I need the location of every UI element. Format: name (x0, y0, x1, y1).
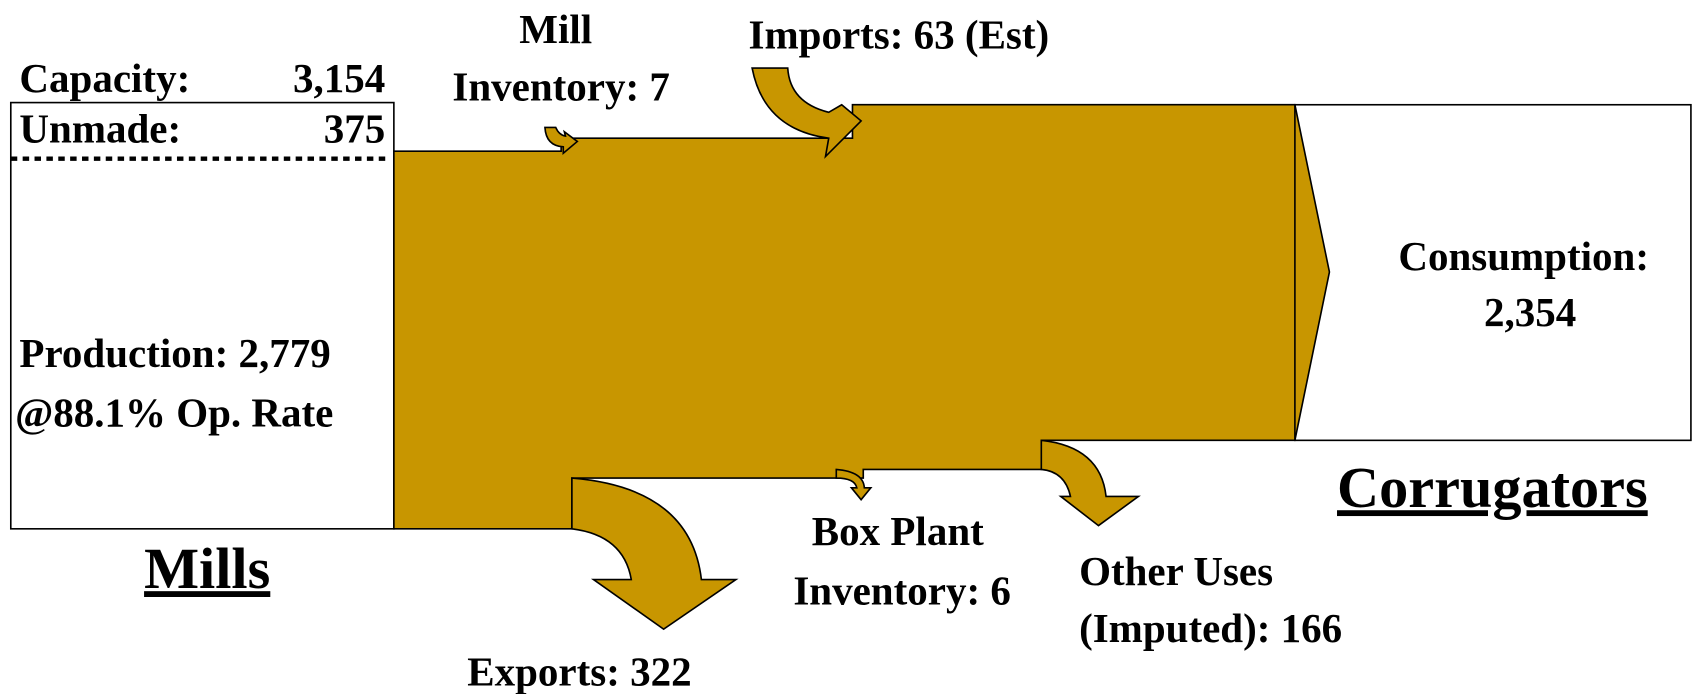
mill-inventory-arrow (544, 126, 579, 156)
capacity-label: Capacity: (19, 55, 190, 101)
box-plant-label: Inventory: 6 (793, 567, 1011, 613)
production-label: Production: 2,779 (19, 330, 330, 376)
exports-arrow (571, 477, 739, 631)
imports-label: Imports: 63 (Est) (749, 12, 1050, 58)
mills-box (9, 101, 395, 530)
op-rate-label: @88.1% Op. Rate (15, 389, 333, 435)
box-plant-arrow (835, 468, 873, 501)
unmade-value: 375 (324, 106, 386, 152)
other-uses-arrow (1040, 439, 1141, 527)
other-uses-label: (Imputed): 166 (1079, 605, 1342, 651)
corrugators-title: Corrugators (1337, 455, 1648, 520)
box-plant-label: Box Plant (812, 508, 984, 554)
consumption-value: 2,354 (1484, 289, 1576, 335)
corrugators-box (1294, 103, 1692, 442)
other-uses-label: Other Uses (1079, 548, 1273, 594)
mill-inventory-label: Mill (519, 6, 592, 52)
capacity-value: 3,154 (293, 55, 385, 101)
mill-inventory-label: Inventory: 7 (452, 63, 670, 109)
main-flow (393, 103, 1331, 530)
exports-label: Exports: 322 (467, 648, 691, 694)
unmade-label: Unmade: (19, 106, 181, 152)
consumption-label: Consumption: (1398, 233, 1649, 279)
mills-title: Mills (144, 536, 270, 601)
imports-arrow (751, 67, 863, 159)
